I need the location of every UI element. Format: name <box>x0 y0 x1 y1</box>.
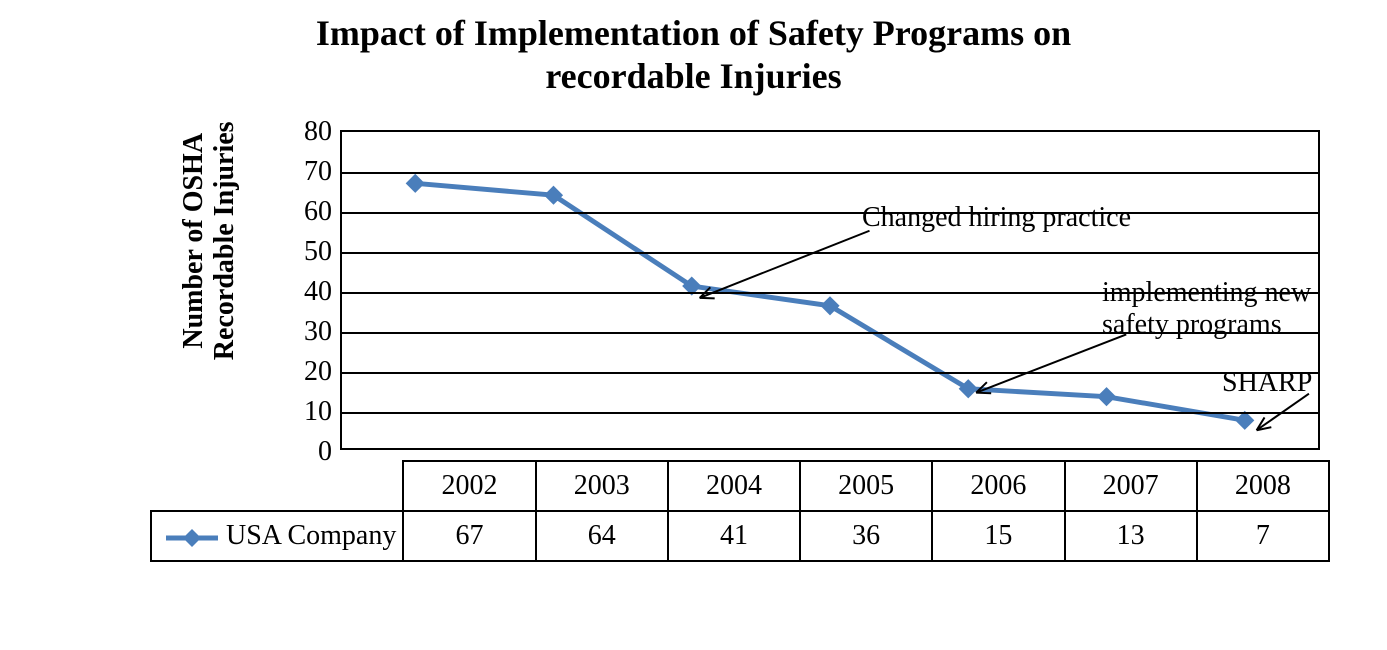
legend-label: USA Company <box>226 520 396 551</box>
chart-title-line1: Impact of Implementation of Safety Progr… <box>316 13 1071 53</box>
y-axis-label-line2: Recordable Injuries <box>209 121 240 360</box>
table-cell: 64 <box>536 511 668 561</box>
y-tick-label: 40 <box>304 276 332 308</box>
grid-line <box>342 252 1318 254</box>
data-marker <box>406 174 424 192</box>
table-cell: 15 <box>932 511 1064 561</box>
annotation-line: safety programs <box>1102 309 1282 340</box>
annotation-arrow <box>976 334 1126 393</box>
table-cell: 36 <box>800 511 932 561</box>
y-tick-label: 20 <box>304 356 332 388</box>
grid-line <box>342 372 1318 374</box>
data-marker <box>1098 388 1116 406</box>
table-row: USA Company6764413615137 <box>151 511 1329 561</box>
grid-line <box>342 412 1318 414</box>
y-axis-label-line1: Number of OSHA <box>178 133 209 349</box>
annotation-line: implementing new <box>1102 277 1311 308</box>
table-cell: 13 <box>1065 511 1197 561</box>
data-table: 2002200320042005200620072008USA Company6… <box>150 460 1330 562</box>
table-cell: 7 <box>1197 511 1329 561</box>
chart-annotation: Changed hiring practice <box>862 202 1131 234</box>
data-marker <box>1236 411 1254 429</box>
table-header-cell: 2007 <box>1065 461 1197 511</box>
table-header-cell: 2004 <box>668 461 800 511</box>
y-tick-label: 80 <box>304 116 332 148</box>
grid-line <box>342 212 1318 214</box>
chart-container: Number of OSHA Recordable Injuries 01020… <box>160 120 1370 620</box>
y-tick-label: 30 <box>304 316 332 348</box>
table-header-row: 2002200320042005200620072008 <box>151 461 1329 511</box>
y-tick-label: 70 <box>304 156 332 188</box>
table-cell: 41 <box>668 511 800 561</box>
legend-cell: USA Company <box>151 511 403 561</box>
plot-area: 01020304050607080Changed hiring practice… <box>340 130 1320 450</box>
table-header-cell: 2005 <box>800 461 932 511</box>
chart-annotation: implementing newsafety programs <box>1102 277 1311 341</box>
table-corner <box>151 461 403 511</box>
grid-line <box>342 172 1318 174</box>
y-axis-label: Number of OSHA Recordable Injuries <box>179 91 241 391</box>
annotation-arrow <box>700 231 870 299</box>
chart-annotation: SHARP <box>1222 367 1312 399</box>
table-header-cell: 2002 <box>403 461 535 511</box>
y-tick-label: 60 <box>304 196 332 228</box>
table-header-cell: 2006 <box>932 461 1064 511</box>
table-cell: 67 <box>403 511 535 561</box>
legend-marker-icon <box>164 528 220 548</box>
y-tick-label: 10 <box>304 396 332 428</box>
chart-title: Impact of Implementation of Safety Progr… <box>0 0 1387 98</box>
chart-title-line2: recordable Injuries <box>545 56 841 96</box>
table-header-cell: 2003 <box>536 461 668 511</box>
y-tick-label: 50 <box>304 236 332 268</box>
table-header-cell: 2008 <box>1197 461 1329 511</box>
